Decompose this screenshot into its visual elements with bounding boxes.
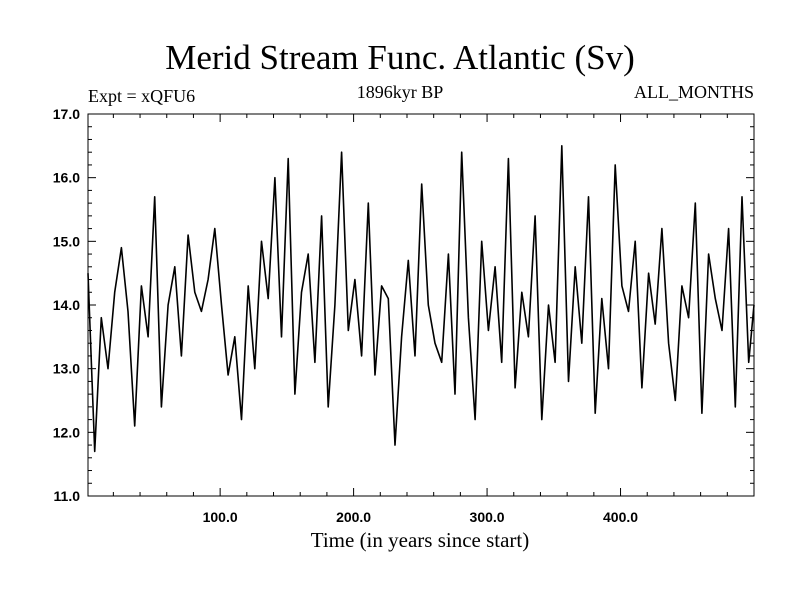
- plot-frame: [87, 113, 755, 497]
- chart-subtitle: 1896kyr BP: [356, 82, 444, 102]
- y-tick-label: 17.0: [53, 106, 80, 122]
- y-tick-label: 11.0: [54, 488, 81, 504]
- x-tick-label: 400.0: [603, 509, 638, 525]
- series-line: [87, 145, 755, 453]
- chart-title: Merid Stream Func. Atlantic (Sv): [165, 38, 635, 77]
- y-tick-label: 16.0: [53, 170, 80, 186]
- y-tick-label: 12.0: [53, 424, 80, 440]
- x-tick-label: 300.0: [470, 509, 505, 525]
- experiment-label: Expt = xQFU6: [88, 86, 196, 106]
- months-label: ALL_MONTHS: [634, 82, 754, 102]
- y-tick-label: 14.0: [53, 297, 80, 313]
- y-tick-label: 13.0: [53, 361, 80, 377]
- x-tick-label: 100.0: [203, 509, 238, 525]
- x-tick-label: 200.0: [336, 509, 371, 525]
- x-axis-label: Time (in years since start): [310, 528, 530, 552]
- y-tick-label: 15.0: [53, 233, 80, 249]
